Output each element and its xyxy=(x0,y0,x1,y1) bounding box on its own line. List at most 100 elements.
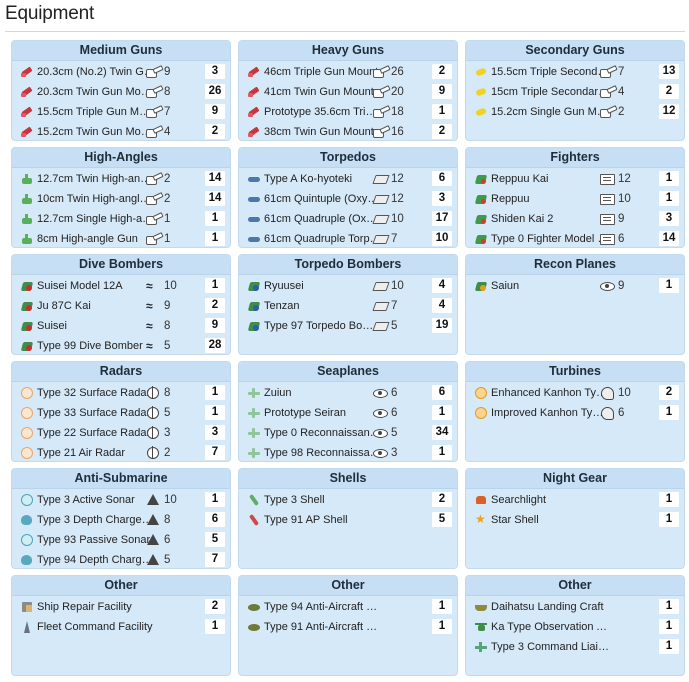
landing-craft-icon xyxy=(475,601,487,613)
equipment-row[interactable]: Type 3 Command Liaison Aircraft 1 xyxy=(466,637,684,657)
equipment-row[interactable]: Suisei ≈8 9 xyxy=(12,316,230,336)
fighter-icon xyxy=(475,233,487,245)
equipment-row[interactable]: Type 3 Depth Charge Projector 8 6 xyxy=(12,510,230,530)
count-badge: 6 xyxy=(432,171,452,186)
category-panel: Fighters Reppuu Kai 12 1 Reppuu 10 1 Shiden Kai… xyxy=(465,147,685,248)
equipment-row[interactable]: Type 33 Surface Radar 5 1 xyxy=(12,403,230,423)
stat-value: 26 xyxy=(391,66,404,78)
equipment-row[interactable]: Type 0 Fighter Model 52 6 14 xyxy=(466,229,684,247)
equipment-row[interactable]: Ka Type Observation Autogyro 1 xyxy=(466,617,684,637)
equipment-row[interactable]: 20.3cm Twin Gun Mount 8 26 xyxy=(12,82,230,102)
equipment-row[interactable]: Type A Ko-hyoteki 12 6 xyxy=(239,169,457,189)
equipment-row[interactable]: Ju 87C Kai ≈9 2 xyxy=(12,296,230,316)
equipment-row[interactable]: Daihatsu Landing Craft 1 xyxy=(466,597,684,617)
equipment-row[interactable]: Shiden Kai 2 9 3 xyxy=(466,209,684,229)
equipment-row[interactable]: Type 98 Reconnaissance Seaplane (Night R… xyxy=(239,443,457,461)
count-badge: 9 xyxy=(432,84,452,99)
seaplane-icon xyxy=(248,407,260,419)
count-badge: 1 xyxy=(659,278,679,293)
equipment-row[interactable]: 10cm Twin High-angle Gun Mount 2 14 xyxy=(12,189,230,209)
equipment-name: Ka Type Observation Autogyro xyxy=(491,621,609,633)
equipment-row[interactable]: Reppuu 10 1 xyxy=(466,189,684,209)
equipment-row[interactable]: Prototype 35.6cm Triple Gun Mount 18 1 xyxy=(239,102,457,122)
anti-air-icon xyxy=(600,173,616,185)
equipment-row[interactable]: Enhanced Kanhon Type Boiler 10 2 xyxy=(466,383,684,403)
count-badge: 10 xyxy=(432,231,452,246)
equipment-row[interactable]: 38cm Twin Gun Mount 16 2 xyxy=(239,122,457,140)
equipment-row[interactable]: Zuiun 6 6 xyxy=(239,383,457,403)
equipment-stat: 12 xyxy=(373,173,425,185)
equipment-row[interactable]: 15.2cm Single Gun Mount 2 12 xyxy=(466,102,684,122)
equipment-stat: 7 xyxy=(600,66,652,78)
repair-facility-icon xyxy=(21,601,33,613)
category-title: Heavy Guns xyxy=(239,41,457,61)
stat-value: 3 xyxy=(164,427,171,439)
equipment-row[interactable]: 12.7cm Single High-angle Mount 1 1 xyxy=(12,209,230,229)
equipment-row[interactable]: Star Shell 1 xyxy=(466,510,684,530)
equipment-row[interactable]: Type 99 Dive Bomber ≈5 28 xyxy=(12,336,230,354)
dive-bomber-icon xyxy=(21,320,33,332)
equipment-row[interactable]: Type 0 Reconnaissance Seaplane 5 34 xyxy=(239,423,457,443)
count-badge: 5 xyxy=(432,512,452,527)
stat-value: 7 xyxy=(391,300,398,312)
equipment-row[interactable]: Type 22 Surface Radar 3 3 xyxy=(12,423,230,443)
equipment-name: Daihatsu Landing Craft xyxy=(491,601,604,613)
accuracy-icon xyxy=(146,406,162,419)
torpedo-bomber-icon xyxy=(248,300,260,312)
equipment-row[interactable]: 61cm Quadruple Torpedo Mount 7 10 xyxy=(239,229,457,247)
stat-value: 4 xyxy=(164,126,171,138)
category-panel: Night Gear Searchlight 1 Star Shell 1 xyxy=(465,468,685,569)
equipment-row[interactable]: Type 93 Passive Sonar 6 5 xyxy=(12,530,230,550)
equipment-row[interactable]: Type 3 Shell 2 xyxy=(239,490,457,510)
aa-director-icon xyxy=(248,621,260,633)
equipment-stat: 9 xyxy=(600,213,652,225)
equipment-row[interactable]: Improved Kanhon Type Turbine 6 1 xyxy=(466,403,684,423)
autogyro-icon xyxy=(475,621,487,633)
equipment-row[interactable]: 46cm Triple Gun Mount 26 2 xyxy=(239,62,457,82)
equipment-row[interactable]: Fleet Command Facility 1 xyxy=(12,617,230,637)
equipment-row[interactable]: Type 3 Active Sonar 10 1 xyxy=(12,490,230,510)
equipment-row[interactable]: Type 91 Anti-Aircraft Fire Director 1 xyxy=(239,617,457,637)
equipment-row[interactable]: Reppuu Kai 12 1 xyxy=(466,169,684,189)
equipment-row[interactable]: Searchlight 1 xyxy=(466,490,684,510)
category-title: Other xyxy=(239,576,457,596)
equipment-row[interactable]: 61cm Quintuple (Oxygen) Torpedo Mount 12 3 xyxy=(239,189,457,209)
equipment-row[interactable]: Ship Repair Facility 2 xyxy=(12,597,230,617)
equipment-row[interactable]: Type 94 Depth Charge Projector 5 7 xyxy=(12,550,230,568)
equipment-stat: 10 xyxy=(373,213,425,225)
equipment-name: 12.7cm Twin High-angle Mount xyxy=(37,173,155,185)
equipment-row[interactable]: Tenzan 7 4 xyxy=(239,296,457,316)
equipment-row[interactable]: 20.3cm (No.2) Twin Gun Mount 9 3 xyxy=(12,62,230,82)
equipment-row[interactable]: 12.7cm Twin High-angle Mount 2 14 xyxy=(12,169,230,189)
equipment-name: Type 3 Shell xyxy=(264,494,325,506)
equipment-row[interactable]: Type 32 Surface Radar 8 1 xyxy=(12,383,230,403)
category-panel: Torpedo Bombers Ryuusei 10 4 Tenzan 7 4 Type 97… xyxy=(238,254,458,355)
equipment-row[interactable]: 8cm High-angle Gun 1 1 xyxy=(12,229,230,247)
equipment-row[interactable]: 15.2cm Twin Gun Mount 4 2 xyxy=(12,122,230,140)
equipment-row[interactable]: 15.5cm Triple Gun Mount 7 9 xyxy=(12,102,230,122)
count-badge: 1 xyxy=(205,405,225,420)
count-badge: 2 xyxy=(432,492,452,507)
count-badge: 9 xyxy=(205,104,225,119)
equipment-row[interactable]: Saiun 9 1 xyxy=(466,276,684,296)
equipment-row[interactable]: Type 94 Anti-Aircraft Fire Director 1 xyxy=(239,597,457,617)
stat-value: 20 xyxy=(391,86,404,98)
equipment-row[interactable]: 15.5cm Triple Secondary Gun Mount 7 13 xyxy=(466,62,684,82)
stat-value: 7 xyxy=(391,233,398,245)
equipment-row[interactable]: 41cm Twin Gun Mount 20 9 xyxy=(239,82,457,102)
equipment-row[interactable]: Type 97 Torpedo Bomber 5 19 xyxy=(239,316,457,336)
equipment-row[interactable]: Type 21 Air Radar 2 7 xyxy=(12,443,230,461)
equipment-stat: 26 xyxy=(373,66,425,78)
equipment-row[interactable]: Prototype Seiran 6 1 xyxy=(239,403,457,423)
count-badge: 14 xyxy=(205,171,225,186)
count-badge: 2 xyxy=(205,298,225,313)
equipment-name: 61cm Quintuple (Oxygen) Torpedo Mount xyxy=(264,193,382,205)
equipment-row[interactable]: Type 91 AP Shell 5 xyxy=(239,510,457,530)
equipment-row[interactable]: Ryuusei 10 4 xyxy=(239,276,457,296)
equipment-name: 20.3cm Twin Gun Mount xyxy=(37,86,155,98)
equipment-row[interactable]: 61cm Quadruple (Oxygen) Torpedo Mount 10 1… xyxy=(239,209,457,229)
line-of-sight-icon xyxy=(373,407,389,419)
equipment-row[interactable]: Suisei Model 12A ≈10 1 xyxy=(12,276,230,296)
equipment-name: Type 32 Surface Radar xyxy=(37,387,151,399)
equipment-row[interactable]: 15cm Triple Secondary Gun Mount 4 2 xyxy=(466,82,684,102)
